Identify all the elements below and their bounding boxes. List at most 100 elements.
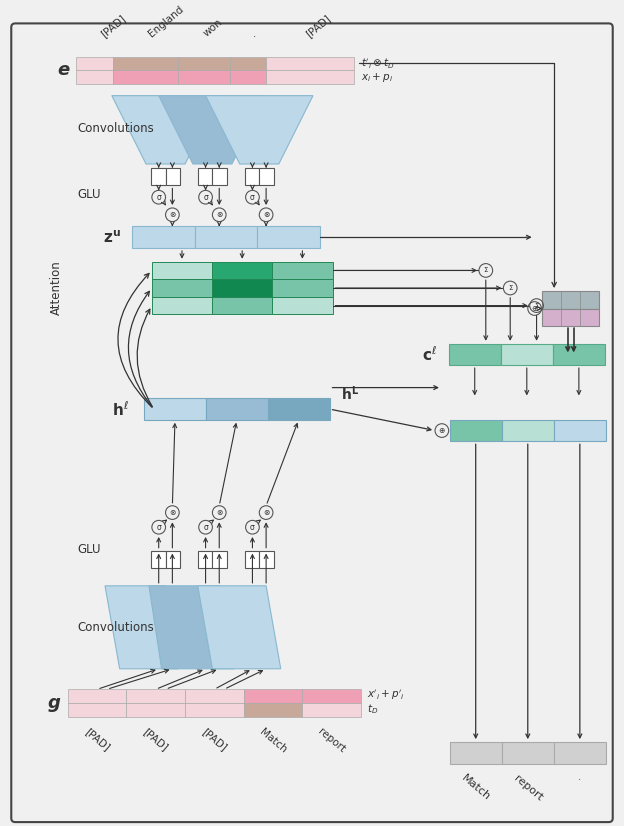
Text: σ: σ bbox=[157, 523, 161, 532]
Bar bbox=[198, 168, 212, 186]
Bar bbox=[152, 279, 212, 297]
Text: Match: Match bbox=[459, 773, 492, 803]
Bar bbox=[542, 309, 599, 326]
Text: g: g bbox=[48, 694, 61, 712]
Bar bbox=[542, 291, 599, 309]
Text: ⊗: ⊗ bbox=[216, 508, 222, 517]
Text: σ: σ bbox=[250, 523, 255, 532]
Polygon shape bbox=[205, 96, 313, 164]
Text: [PAD]: [PAD] bbox=[303, 12, 332, 39]
Text: $\mathbf{z}^\mathbf{u}$: $\mathbf{z}^\mathbf{u}$ bbox=[103, 229, 120, 245]
Text: ⊕: ⊕ bbox=[439, 426, 445, 435]
Text: $t'_i \otimes t_D$: $t'_i \otimes t_D$ bbox=[361, 56, 394, 70]
Polygon shape bbox=[149, 586, 234, 669]
Bar bbox=[113, 70, 178, 84]
Bar bbox=[185, 690, 243, 703]
Bar bbox=[198, 551, 212, 568]
Text: [PAD]: [PAD] bbox=[200, 726, 228, 752]
Bar bbox=[257, 226, 320, 248]
Bar bbox=[76, 57, 113, 70]
Bar bbox=[165, 551, 180, 568]
Polygon shape bbox=[112, 96, 219, 164]
Bar bbox=[302, 690, 361, 703]
Bar bbox=[212, 279, 272, 297]
Text: σ: σ bbox=[203, 192, 208, 202]
Text: σ: σ bbox=[203, 523, 208, 532]
Text: .: . bbox=[575, 773, 585, 783]
Bar bbox=[502, 420, 554, 441]
Text: Σ: Σ bbox=[534, 302, 539, 309]
Bar bbox=[272, 262, 333, 279]
Bar bbox=[178, 57, 230, 70]
Bar bbox=[127, 690, 185, 703]
Bar bbox=[165, 168, 180, 186]
Text: e: e bbox=[57, 61, 69, 79]
Bar bbox=[178, 70, 230, 84]
Bar bbox=[272, 279, 333, 297]
Text: ⊗: ⊗ bbox=[169, 211, 175, 219]
Text: ⊗: ⊗ bbox=[263, 508, 270, 517]
Bar bbox=[245, 168, 260, 186]
Bar bbox=[502, 742, 554, 763]
Bar bbox=[268, 398, 329, 420]
Text: won: won bbox=[201, 17, 224, 39]
Bar bbox=[132, 226, 195, 248]
Text: ⊗: ⊗ bbox=[169, 508, 175, 517]
Text: $\mathbf{c}^\ell$: $\mathbf{c}^\ell$ bbox=[422, 345, 437, 363]
Bar bbox=[127, 703, 185, 717]
Bar bbox=[501, 344, 553, 365]
Bar bbox=[151, 551, 165, 568]
Text: Convolutions: Convolutions bbox=[77, 621, 154, 634]
Bar bbox=[212, 551, 227, 568]
Text: $t_D$: $t_D$ bbox=[367, 702, 378, 716]
Bar bbox=[212, 297, 272, 315]
Text: Σ: Σ bbox=[484, 268, 488, 273]
Bar bbox=[243, 690, 302, 703]
Bar bbox=[152, 297, 212, 315]
Text: [PAD]: [PAD] bbox=[83, 726, 112, 752]
Text: σ: σ bbox=[157, 192, 161, 202]
Text: GLU: GLU bbox=[77, 188, 101, 201]
Bar bbox=[144, 398, 206, 420]
Polygon shape bbox=[158, 96, 266, 164]
Text: Match: Match bbox=[258, 726, 288, 754]
Bar bbox=[76, 70, 113, 84]
Text: Convolutions: Convolutions bbox=[77, 122, 154, 135]
Bar bbox=[243, 703, 302, 717]
Text: $\mathbf{h}^\ell$: $\mathbf{h}^\ell$ bbox=[112, 400, 129, 419]
Text: $x_i + p_i$: $x_i + p_i$ bbox=[361, 70, 393, 83]
Bar bbox=[152, 262, 212, 279]
Bar bbox=[212, 262, 272, 279]
Bar bbox=[206, 398, 268, 420]
Bar bbox=[245, 551, 260, 568]
Bar bbox=[266, 70, 354, 84]
Text: ⊗: ⊗ bbox=[263, 211, 270, 219]
Bar bbox=[151, 168, 165, 186]
Text: Σ: Σ bbox=[508, 285, 512, 291]
Bar bbox=[212, 168, 227, 186]
Bar bbox=[266, 57, 354, 70]
Text: report: report bbox=[316, 726, 347, 755]
Bar bbox=[450, 420, 502, 441]
Bar bbox=[230, 57, 266, 70]
Bar bbox=[68, 690, 127, 703]
Bar bbox=[450, 742, 502, 763]
Bar bbox=[260, 168, 274, 186]
Text: $\mathbf{h}^\mathbf{L}$: $\mathbf{h}^\mathbf{L}$ bbox=[341, 384, 359, 403]
Text: .: . bbox=[249, 29, 258, 39]
Polygon shape bbox=[105, 586, 178, 669]
Bar bbox=[230, 70, 266, 84]
Text: GLU: GLU bbox=[77, 544, 101, 556]
Bar bbox=[554, 420, 606, 441]
Text: ⊗: ⊗ bbox=[216, 211, 222, 219]
Bar bbox=[260, 551, 274, 568]
Text: $x'_i + p'_i$: $x'_i + p'_i$ bbox=[367, 688, 404, 702]
Text: report: report bbox=[512, 773, 544, 803]
Bar bbox=[553, 344, 605, 365]
Bar bbox=[113, 57, 178, 70]
FancyBboxPatch shape bbox=[11, 23, 613, 822]
Bar bbox=[554, 742, 606, 763]
Text: σ: σ bbox=[250, 192, 255, 202]
Bar bbox=[195, 226, 257, 248]
Polygon shape bbox=[198, 586, 281, 669]
